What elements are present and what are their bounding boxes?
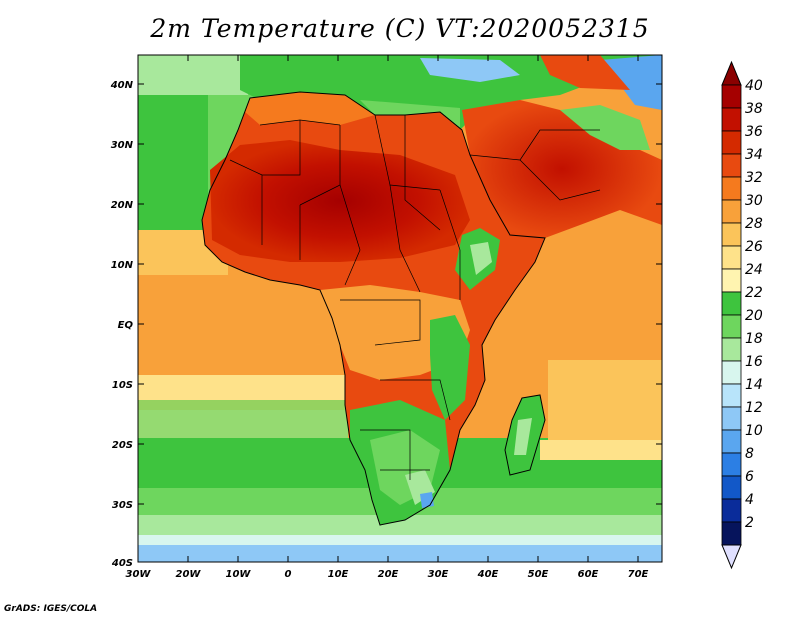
lon-label: 70E — [628, 569, 649, 580]
colorbar-label: 8 — [745, 446, 754, 462]
colorbar-label: 4 — [745, 492, 754, 508]
colorbar-label: 12 — [745, 400, 763, 416]
lesotho-cold — [420, 492, 434, 508]
lat-label: EQ — [118, 320, 134, 331]
lat-label: 20N — [111, 200, 134, 211]
lon-label: 10W — [226, 569, 252, 580]
colorbar-label: 16 — [745, 354, 763, 370]
east-african-highlands — [430, 315, 470, 420]
colorbar-cell — [721, 176, 742, 201]
colorbar-label: 24 — [745, 262, 763, 278]
arabian-peninsula — [462, 100, 662, 238]
colorbar-cell — [721, 245, 742, 270]
lon-label: 50E — [528, 569, 549, 580]
south-atlantic-warm — [138, 335, 348, 375]
colorbar-cell — [721, 498, 742, 523]
lat-label: 40N — [110, 80, 134, 91]
colorbar-label: 40 — [745, 78, 763, 94]
map-title: 2m Temperature (C) VT:2020052315 — [150, 14, 650, 43]
indian-ocean-mild — [540, 440, 662, 460]
colorbar-cell — [721, 107, 742, 132]
software-credit: GrADS: IGES/COLA — [4, 604, 98, 614]
north-atlantic-cooler — [138, 55, 248, 95]
colorbar-cell — [721, 475, 742, 500]
southern-band-pale — [138, 515, 662, 537]
colorbar-label: 22 — [745, 285, 763, 301]
colorbar-label: 18 — [745, 331, 763, 347]
colorbar-top-arrow — [721, 60, 742, 86]
colorbar-label: 26 — [745, 239, 763, 255]
lon-label: 30W — [126, 569, 152, 580]
colorbar-cell — [721, 337, 742, 362]
colorbar-label: 14 — [745, 377, 763, 393]
colorbar-label: 38 — [745, 101, 763, 117]
map-frame — [137, 54, 663, 563]
black-sea-area — [420, 58, 520, 82]
colorbar-label: 2 — [745, 515, 754, 531]
colorbar-bottom-arrow — [721, 544, 742, 570]
colorbar-cell — [721, 153, 742, 178]
temperature-map — [138, 55, 662, 562]
colorbar-label: 30 — [745, 193, 763, 209]
colorbar-label: 34 — [745, 147, 763, 163]
lat-label: 40S — [111, 558, 133, 569]
lat-label: 30S — [112, 500, 133, 511]
colorbar-label: 28 — [745, 216, 763, 232]
colorbar-cell — [721, 406, 742, 431]
colorbar-cell — [721, 199, 742, 224]
lon-label: 30E — [428, 569, 449, 580]
ethiopian-highlands-cool — [470, 242, 492, 275]
lat-label: 30N — [111, 140, 134, 151]
colorbar-cell — [721, 521, 742, 546]
indian-ocean-warm — [548, 360, 662, 440]
axis-ticks — [137, 55, 662, 562]
madagascar-highlands — [514, 418, 532, 455]
colorbar-cell — [721, 452, 742, 477]
africa-coastline — [201, 91, 546, 526]
lon-label: 40E — [477, 569, 499, 580]
country-borders — [229, 111, 601, 480]
colorbar-cell — [721, 383, 742, 408]
colorbar-label: 10 — [745, 423, 763, 439]
lon-label: 0 — [285, 569, 292, 580]
lat-label: 10N — [111, 260, 134, 271]
lon-label: 60E — [578, 569, 599, 580]
lon-label: 20E — [378, 569, 399, 580]
southern-band-cyan — [138, 535, 662, 547]
lon-label: 20W — [176, 569, 202, 580]
lat-label: 10S — [112, 380, 133, 391]
colorbar-cell — [721, 314, 742, 339]
lon-label: 10E — [328, 569, 349, 580]
zagros-mountains — [560, 105, 650, 150]
colorbar-cell — [721, 130, 742, 155]
colorbar-cell — [721, 222, 742, 247]
southern-band-blue — [138, 545, 662, 562]
colorbar-cell — [721, 360, 742, 385]
colorbar-cell — [721, 268, 742, 293]
lat-label: 20S — [112, 440, 133, 451]
colorbar-cell — [721, 429, 742, 454]
colorbar — [721, 60, 742, 570]
colorbar-label: 20 — [745, 308, 763, 324]
central-asia-mountains — [600, 55, 662, 110]
colorbar-cell — [721, 291, 742, 316]
colorbar-cell — [721, 84, 742, 109]
colorbar-label: 32 — [745, 170, 763, 186]
south-atlantic-green — [138, 400, 348, 440]
colorbar-label: 36 — [745, 124, 763, 140]
iran-hot — [540, 55, 630, 90]
madagascar-coastline — [504, 394, 546, 476]
colorbar-label: 6 — [745, 469, 754, 485]
maghreb-coast — [245, 92, 375, 125]
canary-current — [138, 95, 208, 235]
